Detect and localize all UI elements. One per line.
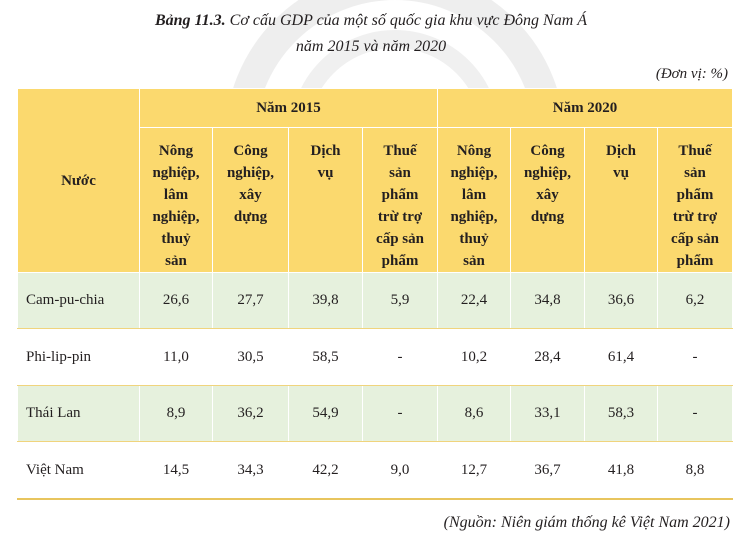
value-cell: 14,5 bbox=[139, 441, 213, 501]
value-cell: 58,5 bbox=[288, 328, 363, 386]
sector-header-line: thuỷ bbox=[459, 231, 489, 247]
sector-header-line: dựng bbox=[233, 209, 268, 225]
sector-header-product-tax-2015: Thuế sản phẩm trừ trợ cấp sản phẩm bbox=[361, 127, 439, 273]
sector-header-line: Nông bbox=[456, 143, 492, 159]
caption-line-1: Bảng 11.3. Cơ cấu GDP của một số quốc gi… bbox=[0, 8, 742, 34]
value-cell: 54,9 bbox=[288, 384, 363, 443]
source-note: (Nguồn: Niên giám thống kê Việt Nam 2021… bbox=[443, 514, 730, 531]
table-caption: Bảng 11.3. Cơ cấu GDP của một số quốc gi… bbox=[0, 8, 742, 60]
value-cell: 33,1 bbox=[510, 384, 586, 443]
value-cell: - bbox=[361, 384, 439, 443]
sector-header-services-2015: Dịch vụ bbox=[288, 127, 363, 273]
year-header-2015: Năm 2015 bbox=[138, 88, 439, 128]
value-cell: - bbox=[657, 328, 734, 386]
sector-header-line: Thuế bbox=[383, 143, 417, 159]
value-cell: 39,8 bbox=[288, 271, 363, 330]
sector-header-line: nghiệp, bbox=[450, 165, 498, 181]
sector-header-line: vụ bbox=[317, 165, 334, 181]
sector-header-line: phẩm bbox=[381, 253, 419, 269]
table-row: Cam-pu-chia 26,6 27,7 39,8 5,9 22,4 34,8 36,6 6,… bbox=[17, 271, 734, 330]
country-cell: Thái Lan bbox=[17, 384, 140, 443]
year-header-2020: Năm 2020 bbox=[437, 88, 734, 128]
value-cell: 30,5 bbox=[212, 328, 289, 386]
value-cell: 61,4 bbox=[584, 328, 659, 386]
header-row-years: Nước Năm 2015 Năm 2020 bbox=[17, 88, 734, 273]
value-cell: 5,9 bbox=[361, 271, 439, 330]
sector-header-industry-2020: Công nghiệp, xây dựng bbox=[510, 127, 586, 273]
sector-header-line: Công bbox=[530, 143, 565, 159]
country-cell: Việt Nam bbox=[17, 441, 140, 501]
sector-header-line: sản bbox=[165, 253, 187, 269]
value-cell: - bbox=[361, 328, 439, 386]
sector-header-line: cấp sản bbox=[671, 231, 719, 247]
value-cell: 36,7 bbox=[510, 441, 586, 501]
sector-header-line: Công bbox=[233, 143, 268, 159]
sector-header-line: trừ trợ bbox=[672, 209, 718, 225]
value-cell: 58,3 bbox=[584, 384, 659, 443]
value-cell: 8,6 bbox=[437, 384, 512, 443]
sector-header-line: lâm bbox=[461, 187, 487, 203]
value-cell: 27,7 bbox=[212, 271, 289, 330]
sector-header-line: lâm bbox=[163, 187, 189, 203]
unit-note: (Đơn vị: %) bbox=[655, 66, 728, 82]
value-cell: 34,8 bbox=[510, 271, 586, 330]
sector-header-line: nghiệp, bbox=[450, 209, 498, 225]
gdp-structure-table: Nước Năm 2015 Năm 2020 Nông nghiệp, lâm ngh… bbox=[17, 88, 734, 501]
table-row: Thái Lan 8,9 36,2 54,9-8,6 33,1 58,3- bbox=[17, 384, 734, 443]
value-cell: 11,0 bbox=[139, 328, 213, 386]
sector-header-line: Dịch bbox=[310, 143, 341, 159]
sector-header-line: sản bbox=[463, 253, 485, 269]
value-cell: 10,2 bbox=[437, 328, 512, 386]
value-cell: - bbox=[657, 384, 734, 443]
value-cell: 28,4 bbox=[510, 328, 586, 386]
sector-header-services-2020: Dịch vụ bbox=[584, 127, 659, 273]
sector-header-line: nghiệp, bbox=[152, 165, 200, 181]
header-row-sectors: Nông nghiệp, lâm nghiệp, thuỷ sản Công nghiệp, x… bbox=[18, 127, 734, 273]
value-cell: 8,9 bbox=[139, 384, 213, 443]
sector-header-line: cấp sản bbox=[376, 231, 424, 247]
sector-header-line: xây bbox=[239, 187, 262, 203]
value-cell: 26,6 bbox=[139, 271, 213, 330]
value-cell: 22,4 bbox=[437, 271, 512, 330]
sector-header-line: phẩm bbox=[381, 187, 419, 203]
table-body: Cam-pu-chia 26,6 27,7 39,8 5,9 22,4 34,8 36,6 6,… bbox=[17, 271, 734, 501]
value-cell: 41,8 bbox=[584, 441, 659, 501]
sector-header-line: phẩm bbox=[676, 253, 714, 269]
sector-header-industry-2015: Công nghiệp, xây dựng bbox=[212, 127, 289, 273]
country-cell: Phi-lip-pin bbox=[17, 328, 140, 386]
value-cell: 42,2 bbox=[288, 441, 363, 501]
sector-header-line: sản bbox=[684, 165, 706, 181]
country-header: Nước bbox=[17, 88, 140, 273]
sector-header-product-tax-2020: Thuế sản phẩm trừ trợ cấp sản phẩm bbox=[657, 127, 734, 273]
sector-header-line: phẩm bbox=[676, 187, 714, 203]
sector-header-agriculture-2015: Nông nghiệp, lâm nghiệp, thuỷ sản bbox=[139, 127, 213, 273]
value-cell: 9,0 bbox=[361, 441, 439, 501]
sector-header-line: Dịch bbox=[606, 143, 637, 159]
sector-header-line: sản bbox=[389, 165, 411, 181]
sector-header-line: nghiệp, bbox=[523, 165, 572, 181]
sector-header-line: dựng bbox=[530, 209, 565, 225]
sector-header-line: thuỷ bbox=[161, 231, 191, 247]
value-cell: 12,7 bbox=[437, 441, 512, 501]
sector-header-line: Nông bbox=[158, 143, 194, 159]
sector-header-line: trừ trợ bbox=[377, 209, 423, 225]
table-row: Việt Nam 14,5 34,3 42,2 9,0 12,7 36,7 41,8 8,8 bbox=[17, 441, 734, 501]
table-row: Phi-lip-pin 11,0 30,5 58,5-10,2 28,4 61,4- bbox=[17, 328, 734, 386]
caption-title: Cơ cấu GDP của một số quốc gia khu vực Đ… bbox=[229, 12, 588, 29]
value-cell: 36,6 bbox=[584, 271, 659, 330]
sector-header-line: xây bbox=[536, 187, 559, 203]
sector-header-agriculture-2020: Nông nghiệp, lâm nghiệp, thuỷ sản bbox=[437, 127, 512, 273]
value-cell: 34,3 bbox=[212, 441, 289, 501]
value-cell: 6,2 bbox=[657, 271, 734, 330]
sector-header-line: nghiệp, bbox=[152, 209, 200, 225]
sector-header-line: nghiệp, bbox=[226, 165, 275, 181]
caption-line-2: năm 2015 và năm 2020 bbox=[295, 38, 447, 55]
value-cell: 8,8 bbox=[657, 441, 734, 501]
sector-header-line: Thuế bbox=[678, 143, 712, 159]
value-cell: 36,2 bbox=[212, 384, 289, 443]
country-cell: Cam-pu-chia bbox=[17, 271, 140, 330]
caption-label: Bảng 11.3. bbox=[154, 12, 226, 29]
sector-header-line: vụ bbox=[613, 165, 629, 181]
